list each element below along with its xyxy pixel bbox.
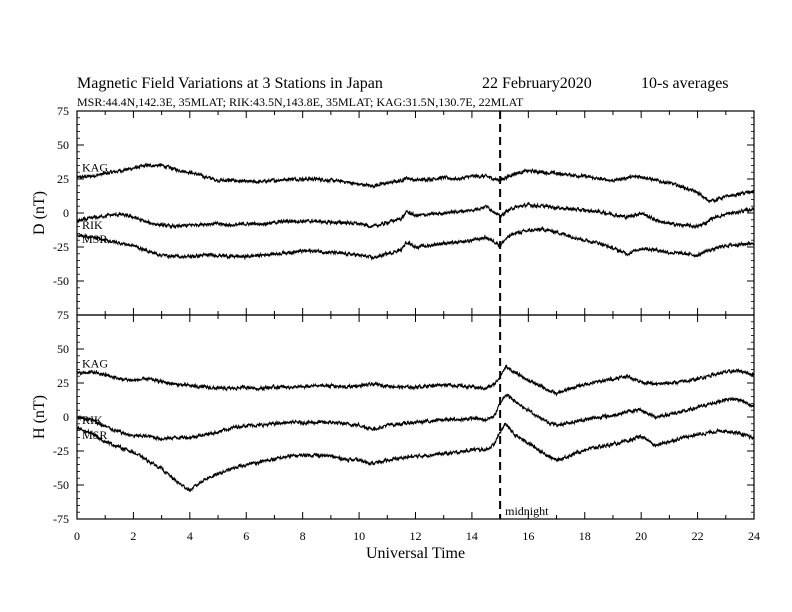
series-line-msr-h xyxy=(76,422,755,493)
series-label-msr-d: MSR xyxy=(82,232,107,246)
y-tick-label: -25 xyxy=(53,444,69,458)
x-tick-label: 4 xyxy=(187,529,193,543)
midnight-label: midnight xyxy=(505,504,549,518)
x-tick-label: 18 xyxy=(579,529,591,543)
y-tick-label: -75 xyxy=(53,512,69,526)
series-label-msr-h: MSR xyxy=(82,428,107,442)
chart-date: 22 February2020 xyxy=(482,75,592,92)
y-tick-label: 25 xyxy=(57,376,69,390)
station-coordinates: MSR:44.4N,142.3E, 35MLAT; RIK:43.5N,143.… xyxy=(77,95,524,109)
y-tick-label: 50 xyxy=(57,138,69,152)
x-tick-label: 24 xyxy=(748,529,760,543)
x-tick-label: 12 xyxy=(410,529,422,543)
y-tick-label: 75 xyxy=(57,104,69,118)
panel-d-frame xyxy=(76,110,755,316)
y-tick-label: 50 xyxy=(57,342,69,356)
y-axis-label: D (nT) xyxy=(31,191,48,235)
y-tick-label: -50 xyxy=(53,274,69,288)
series-label-kag-d: KAG xyxy=(82,161,108,175)
series-line-rik-d xyxy=(76,201,755,230)
x-tick-label: 16 xyxy=(522,529,534,543)
y-tick-label: 0 xyxy=(63,410,69,424)
x-tick-label: 8 xyxy=(300,529,306,543)
panel-h-frame xyxy=(76,314,755,520)
series-line-rik-h xyxy=(76,393,755,442)
y-tick-label: 75 xyxy=(57,308,69,322)
x-tick-label: 0 xyxy=(74,529,80,543)
x-tick-label: 22 xyxy=(692,529,704,543)
y-tick-label: -50 xyxy=(53,478,69,492)
x-axis-label: Universal Time xyxy=(366,545,465,562)
series-label-kag-h: KAG xyxy=(82,356,108,370)
y-axis-label: H (nT) xyxy=(31,395,48,439)
series-line-kag-d xyxy=(76,162,755,204)
x-tick-label: 14 xyxy=(466,529,478,543)
y-tick-label: -25 xyxy=(53,240,69,254)
x-tick-label: 6 xyxy=(243,529,249,543)
chart-averaging: 10-s averages xyxy=(641,75,729,92)
y-tick-label: 0 xyxy=(63,206,69,220)
chart-title: Magnetic Field Variations at 3 Stations … xyxy=(77,75,383,92)
series-label-rik-h: RIK xyxy=(82,413,103,427)
series-line-msr-d xyxy=(76,225,755,262)
x-tick-label: 10 xyxy=(353,529,365,543)
y-tick-label: 25 xyxy=(57,172,69,186)
series-label-rik-d: RIK xyxy=(82,218,103,232)
x-tick-label: 20 xyxy=(635,529,647,543)
x-tick-label: 2 xyxy=(130,529,136,543)
series-line-kag-h xyxy=(76,364,755,397)
